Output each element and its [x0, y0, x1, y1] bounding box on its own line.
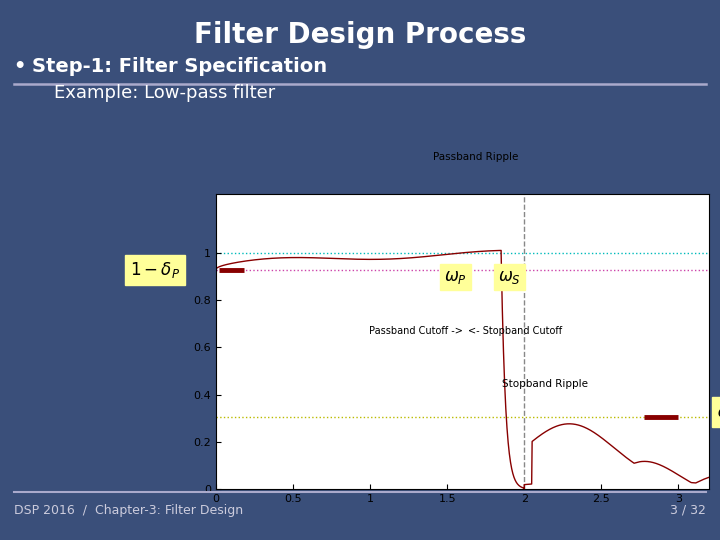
- Text: Filter Design Process: Filter Design Process: [194, 21, 526, 49]
- Text: Example: Low-pass filter: Example: Low-pass filter: [54, 84, 275, 102]
- Text: $1 - \delta_P$: $1 - \delta_P$: [130, 260, 180, 280]
- Text: Step-1: Filter Specification: Step-1: Filter Specification: [32, 57, 328, 76]
- Text: $\omega_S$: $\omega_S$: [498, 268, 521, 286]
- Text: <- Stopband Cutoff: <- Stopband Cutoff: [467, 326, 562, 336]
- Text: Stopband Ripple: Stopband Ripple: [502, 379, 588, 389]
- Text: 3 / 32: 3 / 32: [670, 504, 706, 517]
- Text: $\delta_S$: $\delta_S$: [717, 402, 720, 422]
- Text: DSP 2016  /  Chapter-3: Filter Design: DSP 2016 / Chapter-3: Filter Design: [14, 504, 243, 517]
- Text: $\omega_P$: $\omega_P$: [444, 268, 467, 286]
- Text: Passband Ripple: Passband Ripple: [433, 152, 518, 161]
- Text: Passband Cutoff ->: Passband Cutoff ->: [369, 326, 463, 336]
- Text: •: •: [14, 57, 34, 76]
